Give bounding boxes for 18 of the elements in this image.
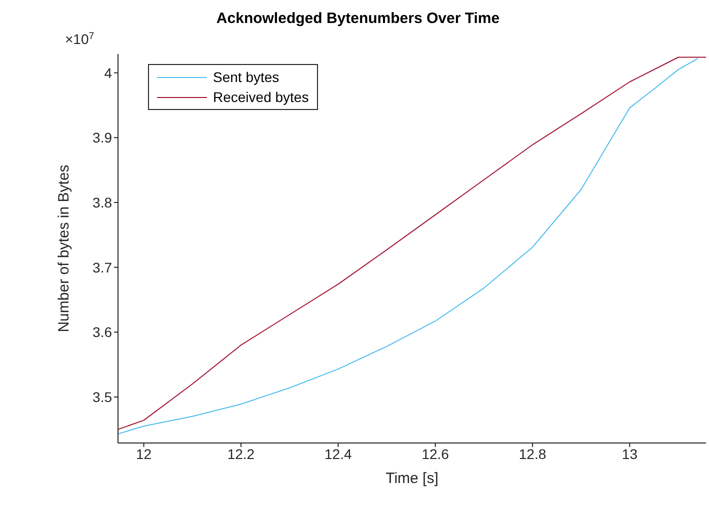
legend-label: Sent bytes	[213, 69, 280, 85]
x-tick-label: 12.2	[227, 446, 255, 462]
chart-title: Acknowledged Bytenumbers Over Time	[215, 10, 501, 27]
y-tick-label: 3.8	[92, 194, 112, 210]
y-tick-label: 3.7	[92, 259, 112, 276]
x-tick-label: 12.8	[518, 446, 546, 462]
x-tick-label: 12	[136, 446, 152, 462]
x-tick-label: 12.4	[324, 446, 352, 462]
y-tick-label: 3.9	[92, 130, 112, 146]
legend-label: Received bytes	[213, 89, 309, 105]
y-tick-label: 3.6	[92, 324, 112, 340]
y-axis-title: Number of bytes in Bytes	[55, 164, 72, 332]
x-tick-label: 13	[622, 446, 638, 462]
text: ×10$^{7}$	[65, 30, 94, 47]
y-tick-label: 4	[104, 64, 112, 81]
x-axis-title: Time [s]	[386, 470, 438, 487]
y-tick-label: 3.5	[92, 388, 112, 405]
x-tick-label: 12.6	[422, 446, 450, 462]
